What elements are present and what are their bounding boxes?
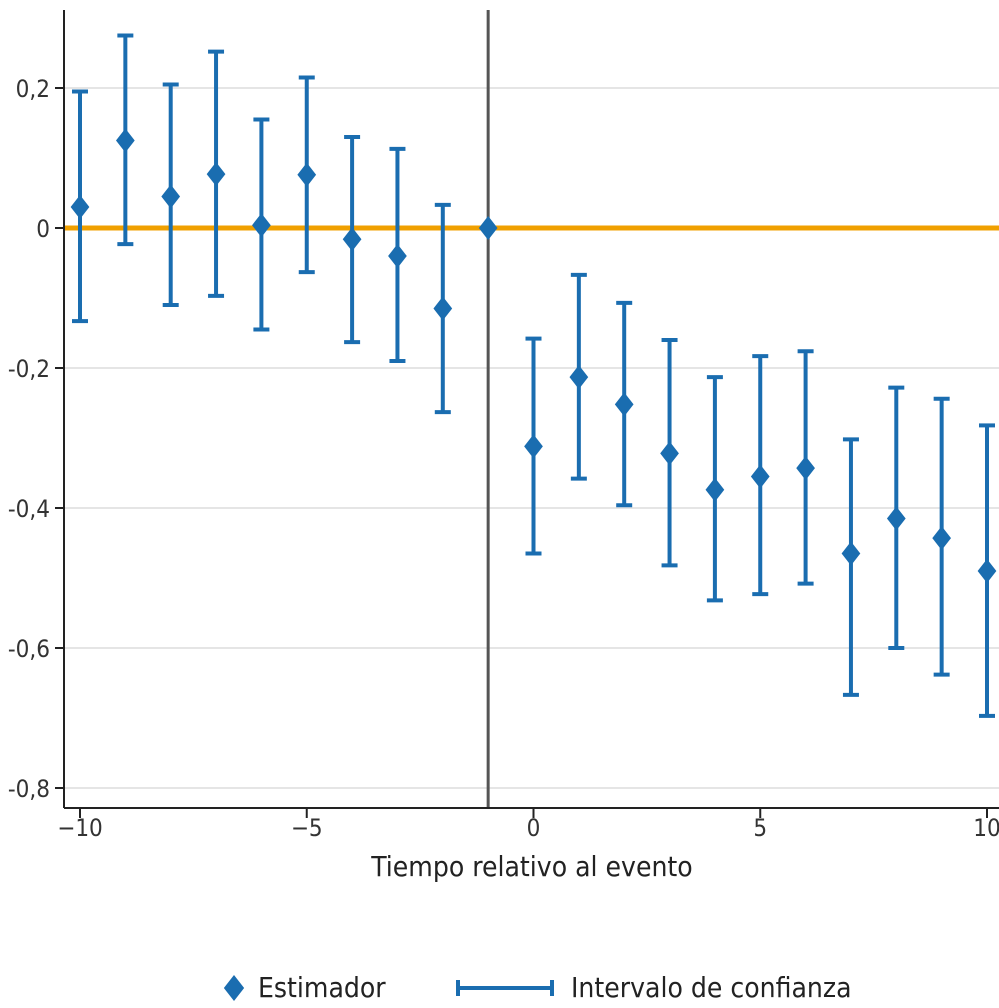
estimator-point xyxy=(750,464,770,489)
estimator-point xyxy=(614,392,634,417)
estimator-point xyxy=(206,162,226,187)
reference-lines xyxy=(64,10,999,808)
estimator-point xyxy=(660,441,679,466)
estimator-point xyxy=(841,541,861,566)
estimator-point xyxy=(478,216,498,240)
x-tick-label: −5 xyxy=(291,814,323,842)
legend-ci-marker xyxy=(456,980,554,996)
data-series xyxy=(70,33,997,718)
y-tick-label: -0,6 xyxy=(8,635,50,663)
estimator-point xyxy=(297,162,317,187)
y-tick-label: -0,2 xyxy=(8,355,50,383)
y-tick-label: 0,2 xyxy=(16,75,50,103)
estimator-point xyxy=(115,128,135,153)
estimator-point xyxy=(705,477,725,502)
estimator-point xyxy=(569,365,589,390)
estimator-point xyxy=(161,184,181,209)
estimator-point xyxy=(70,195,90,219)
estimator-point xyxy=(977,559,997,583)
confidence-interval xyxy=(842,437,859,697)
estimator-point xyxy=(796,456,815,481)
x-tick-label: 10 xyxy=(973,814,999,842)
y-tick-label: -0,8 xyxy=(8,775,50,803)
legend-ci-label: Intervalo de confianza xyxy=(571,971,852,1004)
estimator-point xyxy=(252,213,271,238)
estimator-point xyxy=(886,506,906,531)
legend-estimator-label: Estimador xyxy=(258,971,386,1004)
legend-estimator-marker xyxy=(223,975,245,1001)
estimator-point xyxy=(342,227,362,252)
x-tick-label: 5 xyxy=(753,814,767,842)
x-axis-title: Tiempo relativo al evento xyxy=(370,850,692,883)
x-tick-label: −10 xyxy=(57,814,103,842)
estimator-point xyxy=(524,434,543,459)
axes: 0,2 0 -0,2 -0,4 -0,6 -0,8−10 −5 0 5 10 xyxy=(8,10,999,842)
legend: Estimador Intervalo de confianza xyxy=(223,971,852,1004)
y-tick-label: -0,4 xyxy=(8,495,50,523)
x-tick-label: 0 xyxy=(527,814,541,842)
estimator-point xyxy=(388,244,407,268)
estimator-point xyxy=(433,296,453,321)
y-tick-label: 0 xyxy=(36,215,50,243)
estimator-point xyxy=(932,526,952,551)
